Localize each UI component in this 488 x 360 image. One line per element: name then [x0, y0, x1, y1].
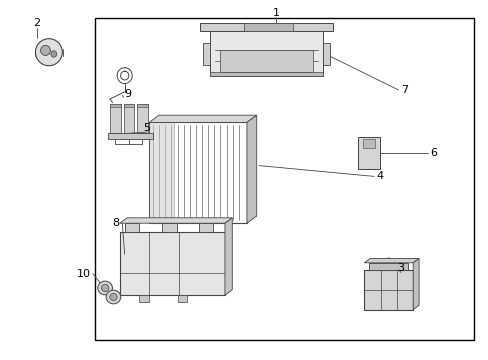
- Polygon shape: [139, 295, 149, 302]
- Polygon shape: [107, 133, 153, 139]
- Polygon shape: [162, 223, 176, 232]
- Ellipse shape: [36, 39, 62, 66]
- Text: 6: 6: [429, 148, 436, 158]
- Polygon shape: [149, 122, 246, 223]
- Polygon shape: [210, 72, 322, 76]
- Ellipse shape: [102, 284, 109, 292]
- Polygon shape: [149, 115, 256, 122]
- Polygon shape: [368, 263, 407, 270]
- Polygon shape: [123, 104, 134, 133]
- Polygon shape: [120, 232, 224, 295]
- Polygon shape: [364, 270, 412, 310]
- Polygon shape: [322, 43, 329, 65]
- Polygon shape: [177, 295, 187, 302]
- Text: 10: 10: [76, 269, 90, 279]
- Polygon shape: [110, 104, 121, 107]
- Polygon shape: [358, 137, 379, 169]
- Polygon shape: [124, 223, 139, 232]
- Polygon shape: [246, 115, 256, 223]
- Polygon shape: [137, 104, 148, 107]
- Polygon shape: [110, 104, 121, 133]
- Ellipse shape: [98, 281, 112, 295]
- Polygon shape: [120, 218, 232, 223]
- Text: 5: 5: [143, 123, 150, 133]
- Text: 8: 8: [112, 218, 120, 228]
- Text: 3: 3: [397, 263, 404, 273]
- Polygon shape: [203, 43, 210, 65]
- Polygon shape: [224, 218, 232, 295]
- Text: 2: 2: [33, 18, 40, 28]
- Bar: [95, 18, 473, 340]
- Text: 7: 7: [400, 85, 407, 95]
- Text: 1: 1: [272, 8, 279, 18]
- Polygon shape: [412, 258, 418, 310]
- Polygon shape: [149, 122, 173, 223]
- Polygon shape: [200, 23, 332, 31]
- Ellipse shape: [109, 293, 117, 301]
- Polygon shape: [137, 104, 148, 133]
- Polygon shape: [210, 27, 322, 76]
- Polygon shape: [220, 50, 312, 72]
- Polygon shape: [364, 258, 418, 263]
- Polygon shape: [244, 23, 293, 31]
- Ellipse shape: [41, 45, 50, 55]
- Polygon shape: [198, 223, 213, 232]
- Polygon shape: [363, 139, 374, 148]
- Text: 4: 4: [376, 171, 383, 181]
- Polygon shape: [123, 104, 134, 107]
- Ellipse shape: [106, 290, 121, 304]
- Text: 9: 9: [124, 89, 132, 99]
- Ellipse shape: [51, 51, 57, 57]
